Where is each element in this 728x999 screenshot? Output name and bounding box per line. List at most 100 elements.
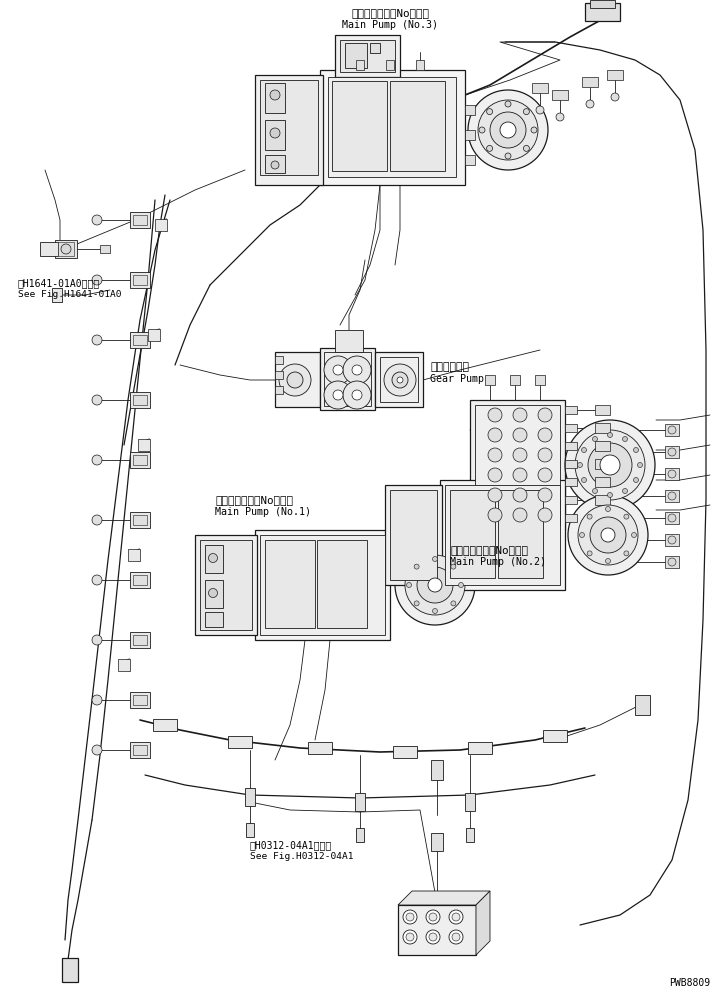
Circle shape <box>486 109 493 115</box>
Bar <box>665 446 679 458</box>
Circle shape <box>92 515 102 525</box>
Circle shape <box>452 933 460 941</box>
Bar <box>200 540 252 630</box>
Circle shape <box>565 420 655 510</box>
Circle shape <box>668 470 676 478</box>
Circle shape <box>429 933 437 941</box>
Bar <box>130 392 150 408</box>
Circle shape <box>568 495 648 575</box>
Bar <box>332 81 387 171</box>
Circle shape <box>429 913 437 921</box>
Circle shape <box>538 468 552 482</box>
Circle shape <box>668 492 676 500</box>
Circle shape <box>624 550 629 555</box>
Text: Main Pump (No.3): Main Pump (No.3) <box>342 20 438 30</box>
Bar <box>585 3 620 21</box>
Circle shape <box>505 153 511 159</box>
Circle shape <box>606 558 611 563</box>
Bar <box>275 371 283 379</box>
Circle shape <box>343 381 371 409</box>
Circle shape <box>536 106 544 114</box>
Circle shape <box>451 600 456 605</box>
Bar <box>265 540 315 628</box>
Circle shape <box>577 463 582 468</box>
Circle shape <box>668 426 676 434</box>
Bar <box>130 452 150 468</box>
Bar <box>510 375 520 385</box>
Circle shape <box>513 408 527 422</box>
Circle shape <box>538 488 552 502</box>
Circle shape <box>607 433 612 438</box>
Bar <box>58 242 74 256</box>
Polygon shape <box>398 891 490 905</box>
Circle shape <box>92 275 102 285</box>
Bar <box>133 275 147 285</box>
Bar <box>355 793 365 811</box>
Circle shape <box>601 528 615 542</box>
Circle shape <box>352 365 362 375</box>
Bar <box>62 958 78 982</box>
Bar <box>155 219 167 231</box>
Bar <box>380 357 418 402</box>
Circle shape <box>593 489 598 494</box>
Bar <box>308 742 332 754</box>
Bar <box>317 540 367 628</box>
Bar <box>340 40 395 72</box>
Circle shape <box>92 395 102 405</box>
Circle shape <box>488 448 502 462</box>
Bar <box>595 495 610 505</box>
Circle shape <box>513 448 527 462</box>
Circle shape <box>578 505 638 565</box>
Circle shape <box>92 455 102 465</box>
Circle shape <box>405 555 465 615</box>
Bar <box>485 375 495 385</box>
Text: ギャーポンプ: ギャーポンプ <box>430 362 469 372</box>
Bar <box>665 468 679 480</box>
Bar <box>665 490 679 502</box>
Bar <box>133 455 147 465</box>
Bar <box>40 242 58 256</box>
Circle shape <box>451 564 456 569</box>
Circle shape <box>426 930 440 944</box>
Text: PWB8809: PWB8809 <box>669 978 710 988</box>
Bar <box>260 80 318 175</box>
Circle shape <box>432 556 438 561</box>
Bar <box>133 745 147 755</box>
Bar <box>133 635 147 645</box>
Bar <box>475 405 560 525</box>
Circle shape <box>622 437 628 442</box>
Bar <box>595 405 610 415</box>
Circle shape <box>333 390 343 400</box>
Bar <box>498 490 543 578</box>
Text: Gear Pump: Gear Pump <box>430 374 484 384</box>
Bar <box>390 490 437 580</box>
Text: 第H0312-04A1図参照: 第H0312-04A1図参照 <box>250 840 332 850</box>
Circle shape <box>459 582 464 587</box>
Bar <box>130 632 150 648</box>
Bar <box>375 352 423 407</box>
Circle shape <box>406 913 414 921</box>
Bar <box>386 60 394 70</box>
Bar <box>582 77 598 87</box>
Circle shape <box>622 489 628 494</box>
Bar <box>55 240 77 258</box>
Circle shape <box>587 550 592 555</box>
Circle shape <box>92 695 102 705</box>
Circle shape <box>588 443 632 487</box>
Circle shape <box>538 428 552 442</box>
Circle shape <box>668 536 676 544</box>
Circle shape <box>582 478 587 483</box>
Bar <box>565 460 577 468</box>
Circle shape <box>488 428 502 442</box>
Circle shape <box>428 578 442 592</box>
Circle shape <box>488 408 502 422</box>
Bar <box>595 477 610 487</box>
Bar <box>595 459 610 469</box>
Bar <box>328 77 456 177</box>
Bar <box>255 75 323 185</box>
Bar <box>130 572 150 588</box>
Circle shape <box>600 455 620 475</box>
Circle shape <box>638 463 643 468</box>
Bar <box>390 81 445 171</box>
Circle shape <box>538 508 552 522</box>
